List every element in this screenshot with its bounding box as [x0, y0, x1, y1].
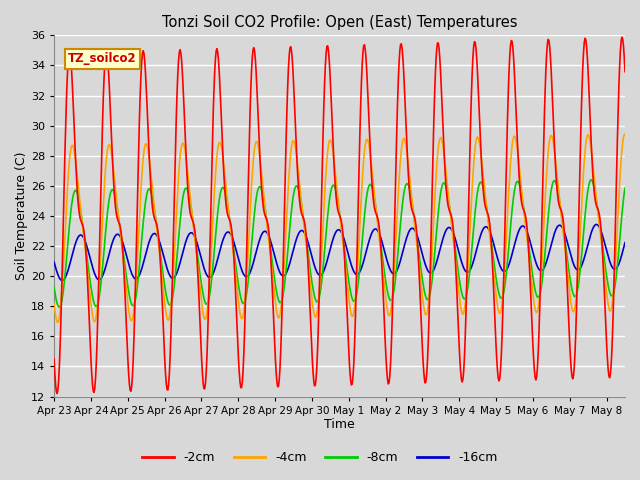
Text: TZ_soilco2: TZ_soilco2 — [68, 52, 137, 65]
Y-axis label: Soil Temperature (C): Soil Temperature (C) — [15, 152, 28, 280]
Title: Tonzi Soil CO2 Profile: Open (East) Temperatures: Tonzi Soil CO2 Profile: Open (East) Temp… — [162, 15, 517, 30]
X-axis label: Time: Time — [324, 419, 355, 432]
Legend: -2cm, -4cm, -8cm, -16cm: -2cm, -4cm, -8cm, -16cm — [138, 446, 502, 469]
